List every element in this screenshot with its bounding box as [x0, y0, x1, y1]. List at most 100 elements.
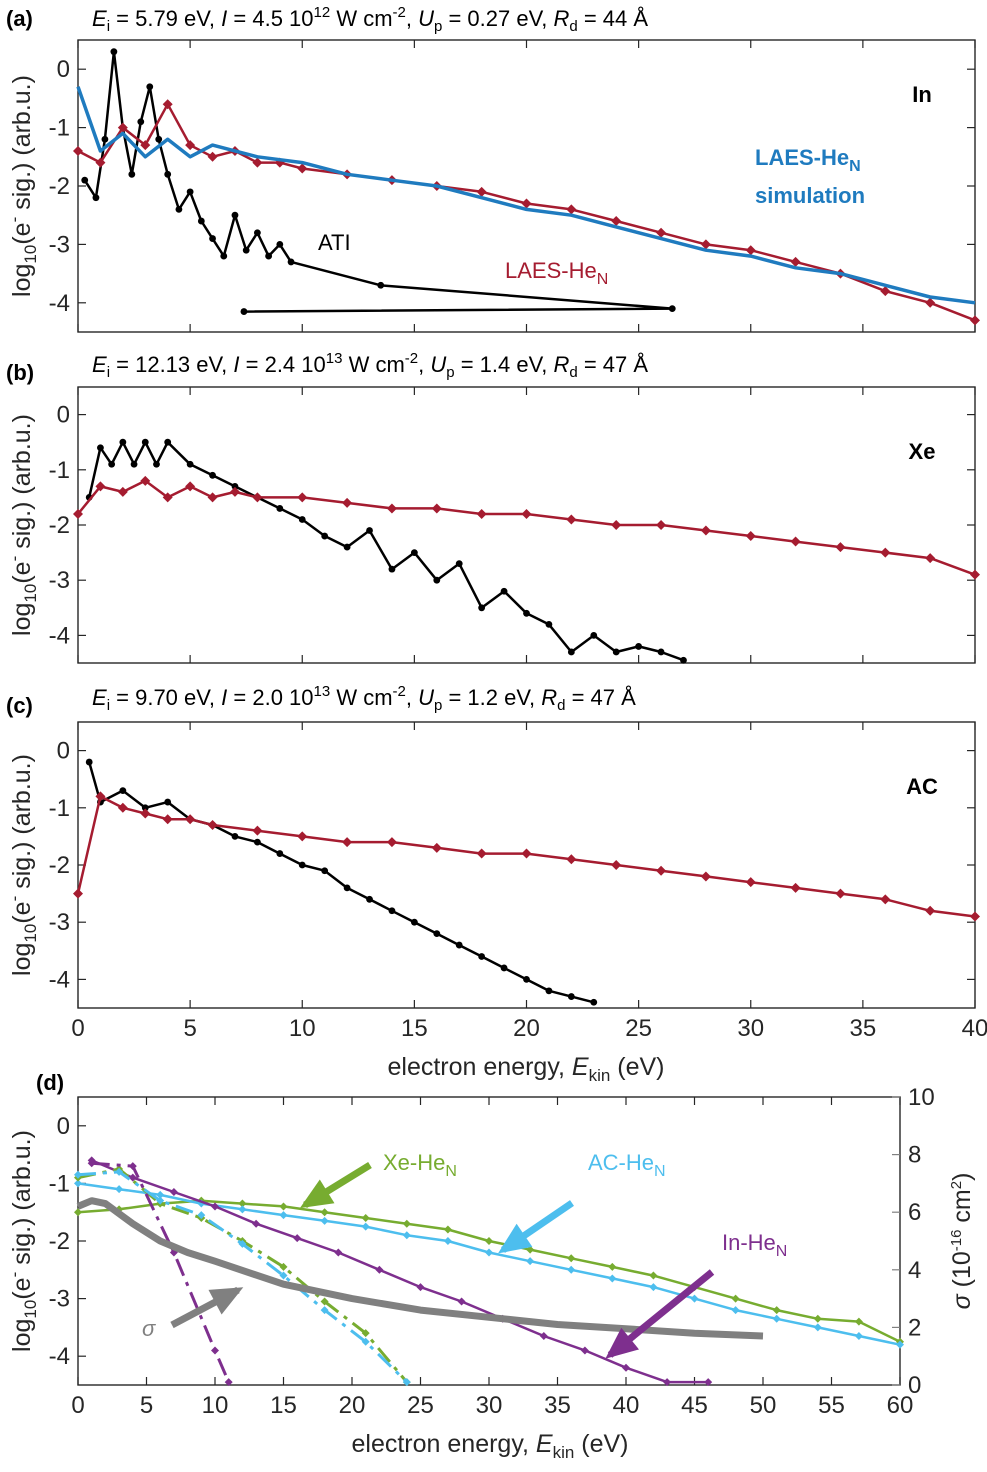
ati-point — [612, 648, 620, 656]
x-tick-label: 35 — [544, 1392, 571, 1419]
ati-point — [545, 987, 553, 995]
ati-point — [141, 438, 149, 446]
x-tick-label: 40 — [962, 1015, 987, 1042]
ati-point — [137, 118, 145, 126]
ati-point — [209, 235, 216, 242]
laes-point — [611, 520, 622, 530]
y-tick-label: -3 — [49, 1286, 70, 1313]
laes-point — [252, 492, 263, 503]
plot-frame — [77, 721, 976, 1009]
element-label: In — [912, 82, 932, 107]
laes-solid-point — [896, 1340, 904, 1349]
laes-solid-point — [704, 1378, 713, 1387]
laes-solid-point — [361, 1213, 370, 1222]
ati-point — [567, 648, 575, 656]
y-tick-label: -2 — [49, 512, 70, 539]
ati-point — [92, 194, 100, 202]
laes-point — [566, 854, 577, 865]
laes-solid-point — [649, 1283, 658, 1292]
laes-point — [700, 871, 711, 882]
laes-solid-point — [320, 1216, 329, 1225]
laes-point — [476, 848, 487, 859]
ac-he-label: AC-HeN — [588, 1150, 666, 1180]
laes-solid-point — [813, 1323, 822, 1332]
ati-point — [175, 205, 183, 213]
laes-point — [207, 492, 218, 503]
ati-point — [254, 229, 261, 237]
ati-dashed-point — [361, 1329, 370, 1338]
panel-label: (d) — [36, 1070, 64, 1095]
x-axis-label: electron energy, Ekin (eV) — [388, 1053, 665, 1085]
laes-point — [162, 99, 173, 110]
laes-point — [342, 837, 353, 848]
ati-trace — [83, 50, 674, 313]
laes-solid-point — [334, 1248, 343, 1257]
x-tick-label: 25 — [407, 1392, 434, 1419]
laes-point — [140, 475, 151, 486]
ati-point — [164, 798, 172, 806]
element-label: AC — [906, 774, 938, 799]
y-tick-label: -1 — [49, 795, 70, 822]
laes-point — [656, 865, 667, 876]
ati-point — [108, 460, 116, 468]
y-axis-label: log10(e- sig.) (arb.u.) — [5, 75, 40, 297]
ati-point — [186, 460, 194, 468]
laes-point — [73, 508, 83, 519]
ati-point — [343, 884, 351, 892]
ati-point — [231, 211, 239, 219]
sigma-axis-label: σ (10-16 cm2) — [948, 1173, 976, 1310]
panel-label: (a) — [6, 6, 33, 31]
laes-point — [117, 122, 128, 133]
laes-point — [95, 791, 106, 802]
laes-point — [880, 547, 891, 558]
laes-point — [925, 905, 936, 916]
laes-point — [566, 204, 577, 215]
ati-point — [478, 953, 486, 960]
laes-point — [431, 842, 442, 853]
ati-point — [433, 576, 441, 584]
laes-point — [611, 860, 622, 870]
ati-dashed-point — [238, 1239, 247, 1248]
x-tick-label: 60 — [887, 1392, 914, 1419]
panel-a: 0 -1 -2 -3 -4 In log10(e- sig.) (arb.u.) ATI LAE… — [5, 39, 980, 333]
laes-point — [386, 503, 397, 514]
laes-solid-point — [74, 1179, 82, 1188]
panel-b: 0 -1 -2 -3 -4 Xe log10(e- sig.) (arb.u.) — [5, 386, 980, 664]
laes-solid-point — [361, 1222, 370, 1231]
ati-dashed-point — [224, 1378, 233, 1387]
ati-point — [265, 252, 273, 260]
laes-solid-point — [211, 1202, 219, 1211]
x-tick-label: 35 — [850, 1015, 877, 1042]
laes-solid-line — [91, 1159, 709, 1384]
ati-point — [590, 998, 598, 1006]
laes-point — [252, 825, 263, 836]
ati-dashed-point — [361, 1337, 370, 1346]
y-tick-label: 0 — [57, 738, 70, 765]
ati-point — [164, 438, 172, 446]
ati-point — [287, 258, 295, 266]
ati-point — [220, 252, 228, 260]
panel-header: Ei = 12.13 eV, I = 2.4 1013 W cm-2, Up =… — [92, 350, 648, 381]
laes-solid-point — [580, 1346, 589, 1355]
ati-point — [500, 587, 508, 595]
laes-point — [207, 819, 218, 830]
laes-point — [880, 286, 891, 297]
y-tick-label: -4 — [49, 966, 70, 993]
sigma-tick-label: 6 — [908, 1199, 921, 1226]
ati-point — [130, 460, 138, 468]
laes-point — [521, 198, 532, 209]
x-tick-label: 30 — [737, 1015, 764, 1042]
laes-solid-point — [293, 1234, 302, 1243]
xe-arrow-head — [299, 1179, 335, 1209]
x-tick-label: 20 — [513, 1015, 540, 1042]
ati-point — [680, 656, 687, 664]
y-tick-label: 0 — [57, 1113, 70, 1140]
sigma-tick-label: 0 — [908, 1372, 921, 1399]
laes-point — [566, 514, 577, 525]
ati-point — [231, 833, 239, 840]
ati-point — [81, 176, 89, 184]
laes-solid-point — [375, 1265, 384, 1274]
ati-point — [298, 861, 306, 869]
laes-point — [611, 216, 622, 227]
ati-point — [410, 549, 418, 556]
